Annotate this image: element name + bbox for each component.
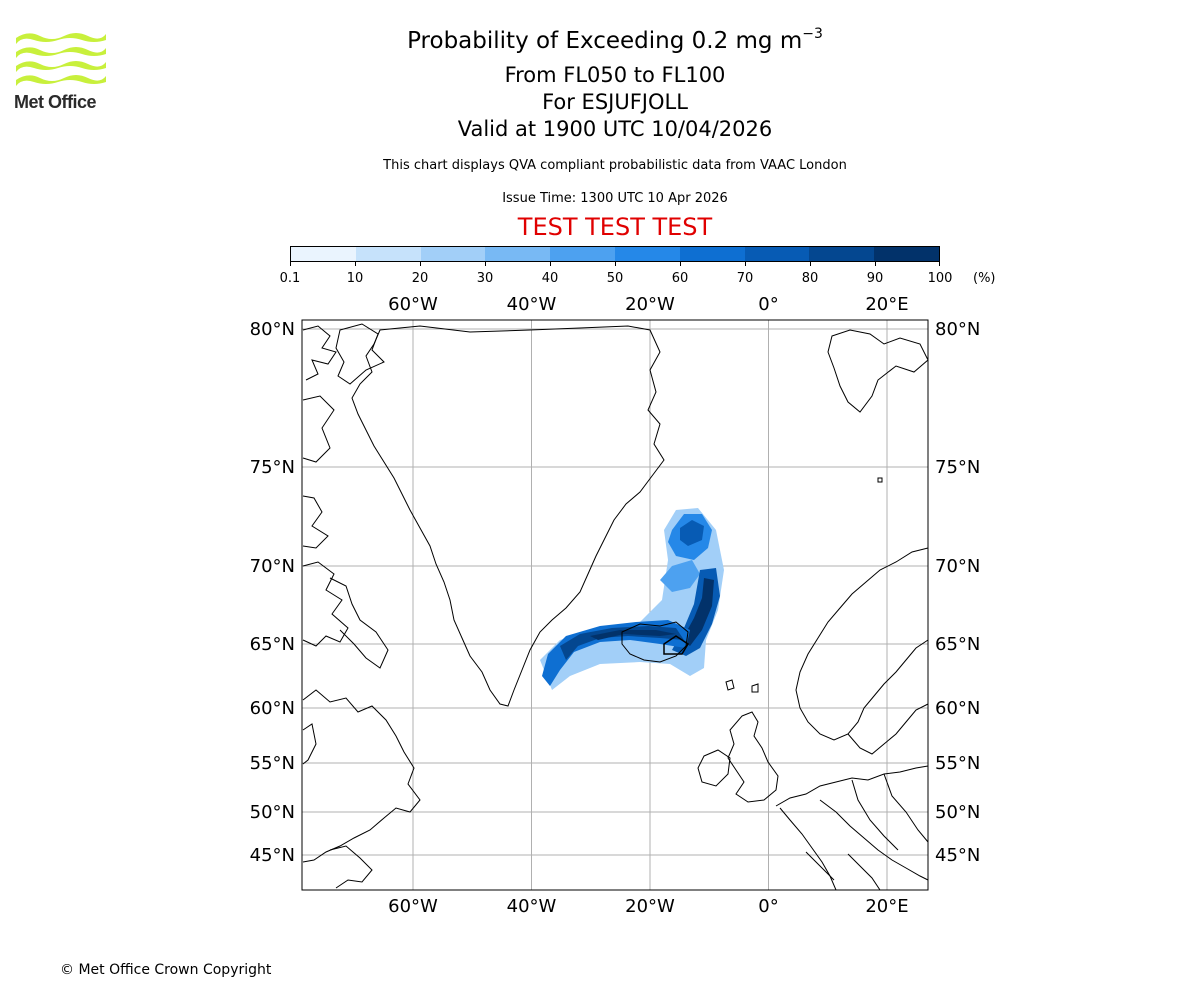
colorbar-segment-1 bbox=[355, 247, 421, 261]
lat-label-left: 55°N bbox=[250, 753, 295, 774]
lon-label-bottom: 20°E bbox=[865, 896, 908, 917]
colorbar-tick-label: 90 bbox=[866, 271, 884, 286]
lat-label-right: 65°N bbox=[935, 634, 980, 655]
lon-label-top: 40°W bbox=[507, 294, 557, 315]
colorbar-segment-0 bbox=[291, 247, 356, 261]
map-frame bbox=[301, 319, 929, 891]
copyright: © Met Office Crown Copyright bbox=[60, 962, 272, 978]
coastlines bbox=[302, 323, 929, 891]
colorbar-tick-mark bbox=[485, 262, 486, 266]
test-banner: TEST TEST TEST bbox=[517, 213, 713, 241]
colorbar-tick-label: 70 bbox=[736, 271, 754, 286]
lat-label-left: 50°N bbox=[250, 802, 295, 823]
lon-label-bottom: 0° bbox=[758, 896, 778, 917]
lat-label-right: 70°N bbox=[935, 556, 980, 577]
met-office-waves-icon bbox=[16, 33, 106, 86]
lat-label-right: 55°N bbox=[935, 753, 980, 774]
lat-label-right: 45°N bbox=[935, 845, 980, 866]
lon-label-top: 20°E bbox=[865, 294, 908, 315]
met-office-logo: Met Office bbox=[14, 28, 114, 112]
lat-label-right: 75°N bbox=[935, 457, 980, 478]
colorbar-tick-mark bbox=[550, 262, 551, 266]
colorbar-segment-8 bbox=[809, 247, 875, 261]
graticule bbox=[302, 320, 928, 890]
colorbar-tick-mark bbox=[745, 262, 746, 266]
lat-label-right: 50°N bbox=[935, 802, 980, 823]
colorbar-segment-9 bbox=[874, 247, 939, 261]
lon-label-top: 60°W bbox=[388, 294, 438, 315]
colorbar-tick-label: 60 bbox=[671, 271, 689, 286]
lon-label-top: 20°W bbox=[625, 294, 675, 315]
colorbar-tick-mark bbox=[615, 262, 616, 266]
lon-label-bottom: 20°W bbox=[625, 896, 675, 917]
flight-levels: From FL050 to FL100 bbox=[504, 63, 726, 87]
colorbar-segment-6 bbox=[679, 247, 745, 261]
chart-title-exponent: −3 bbox=[802, 26, 823, 42]
colorbar-tick-label: 100 bbox=[927, 271, 953, 286]
colorbar-tick-label: 20 bbox=[411, 271, 429, 286]
lon-label-bottom: 60°W bbox=[388, 896, 438, 917]
colorbar-segment-7 bbox=[744, 247, 810, 261]
colorbar-tick-mark bbox=[875, 262, 876, 266]
volcano-name: For ESJUFJOLL bbox=[542, 90, 688, 114]
colorbar-tick-mark bbox=[290, 262, 291, 266]
plume-band-8 bbox=[590, 630, 676, 640]
plume-band-2 bbox=[680, 520, 704, 546]
colorbar-tick-mark bbox=[680, 262, 681, 266]
plume-band-3 bbox=[660, 560, 700, 592]
colorbar-segment-4 bbox=[550, 247, 615, 261]
colorbar-tick-mark bbox=[420, 262, 421, 266]
colorbar-tick-label: 30 bbox=[476, 271, 494, 286]
logo-text: Met Office bbox=[14, 92, 97, 112]
lat-label-left: 75°N bbox=[250, 457, 295, 478]
colorbar-tick-label: 40 bbox=[541, 271, 559, 286]
colorbar-tick-label: 50 bbox=[606, 271, 624, 286]
valid-time: Valid at 1900 UTC 10/04/2026 bbox=[457, 117, 773, 141]
lat-label-left: 60°N bbox=[250, 698, 295, 719]
lat-label-left: 65°N bbox=[250, 634, 295, 655]
lat-label-left: 80°N bbox=[250, 319, 295, 340]
chart-description: This chart displays QVA compliant probab… bbox=[383, 158, 847, 173]
colorbar-tick-label: 80 bbox=[801, 271, 819, 286]
lon-label-top: 0° bbox=[758, 294, 778, 315]
plume-band-5 bbox=[682, 578, 714, 646]
chart-title-text: Probability of Exceeding 0.2 mg m bbox=[407, 28, 803, 54]
colorbar bbox=[290, 246, 940, 262]
colorbar-tick-label: 0.1 bbox=[279, 271, 301, 286]
lat-label-left: 45°N bbox=[250, 845, 295, 866]
axis-labels: 60°W 60°W 40°W 40°W 20°W 20°W 0° 0° 20°E 20°E 80°N… bbox=[250, 294, 981, 917]
colorbar-tick-label: 10 bbox=[346, 271, 364, 286]
lat-label-right: 80°N bbox=[935, 319, 980, 340]
ash-plume bbox=[540, 508, 724, 690]
lat-label-right: 60°N bbox=[935, 698, 980, 719]
colorbar-segment-3 bbox=[485, 247, 551, 261]
lat-label-left: 70°N bbox=[250, 556, 295, 577]
colorbar-units: (%) bbox=[973, 271, 996, 286]
colorbar-tick-mark bbox=[939, 262, 940, 266]
issue-time: Issue Time: 1300 UTC 10 Apr 2026 bbox=[502, 191, 728, 206]
chart-title: Probability of Exceeding 0.2 mg m−3 bbox=[0, 26, 1200, 54]
colorbar-segment-5 bbox=[614, 247, 680, 261]
colorbar-segment-2 bbox=[420, 247, 486, 261]
colorbar-tick-mark bbox=[810, 262, 811, 266]
volcano-marker-icon bbox=[663, 635, 690, 655]
lon-label-bottom: 40°W bbox=[507, 896, 557, 917]
colorbar-tick-mark bbox=[355, 262, 356, 266]
